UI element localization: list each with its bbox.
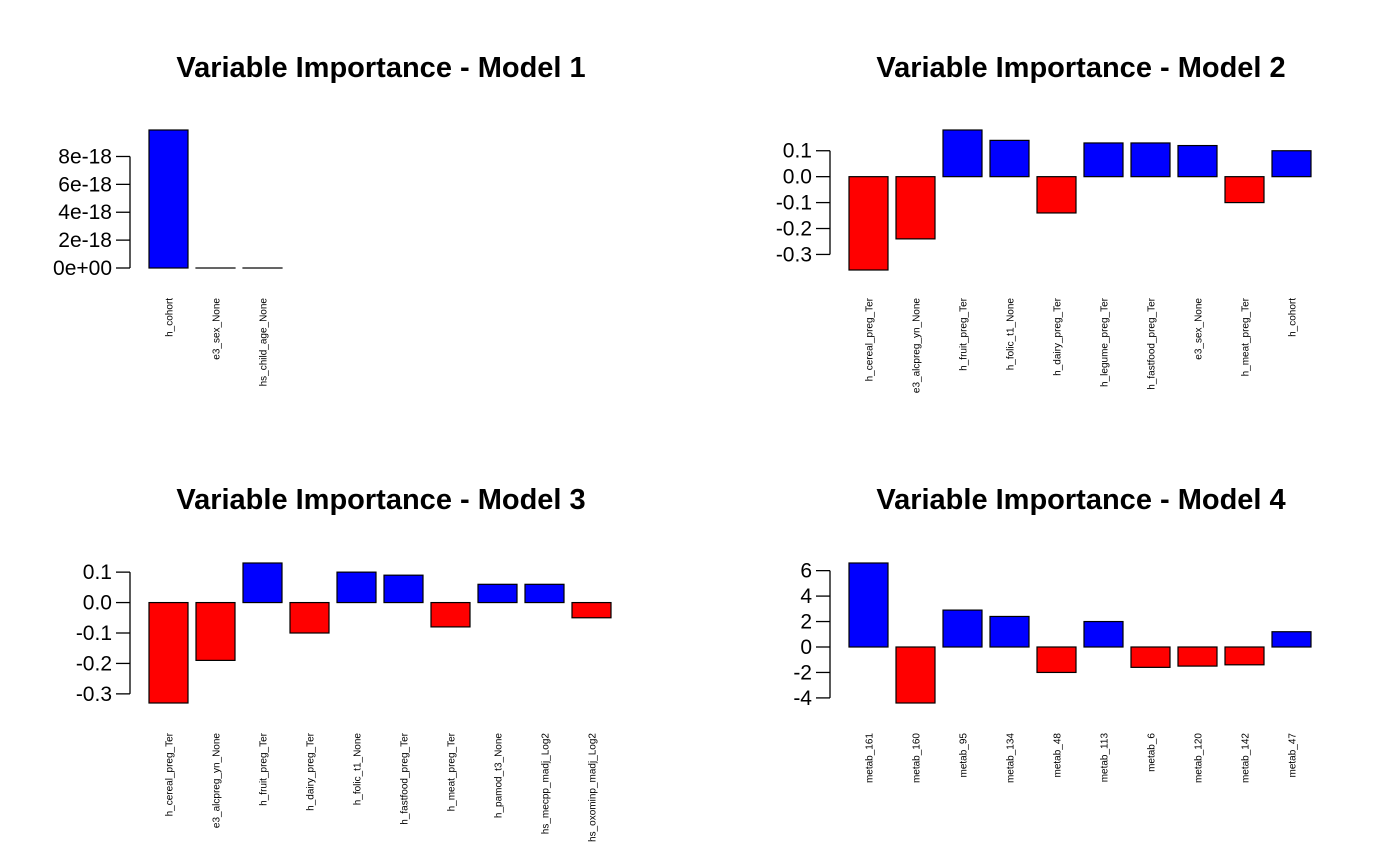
y-tick-label: 4 <box>800 585 812 608</box>
y-tick-label: 4e-18 <box>58 201 112 224</box>
category-label: h_dairy_preg_Ter <box>1053 297 1064 375</box>
category-label: metab_47 <box>1288 733 1299 778</box>
bar-h_cereal_preg_Ter <box>848 176 889 271</box>
bar-hs_mecpp_madj_Log2 <box>524 583 565 604</box>
bar-metab_48 <box>1036 646 1077 674</box>
y-tick-label: 0.0 <box>783 166 812 189</box>
bar-metab_160 <box>895 646 936 704</box>
bar-h_fastfood_preg_Ter <box>1130 142 1171 178</box>
category-label: metab_6 <box>1147 733 1158 772</box>
y-tick-label: 0.1 <box>783 140 812 163</box>
y-tick-label: 6e-18 <box>58 173 112 196</box>
category-label: h_fastfood_preg_Ter <box>400 732 411 824</box>
bar-h_dairy_preg_Ter <box>289 601 330 634</box>
y-tick-label: 0.1 <box>83 561 112 584</box>
category-label: h_cohort <box>1288 298 1299 337</box>
y-tick-label: 2e-18 <box>58 229 112 252</box>
bar-hs_oxominp_madj_Log2 <box>571 601 612 619</box>
bar-e3_alcpreg_yn_None <box>895 176 936 240</box>
chart-title: Variable Importance - Model 4 <box>876 484 1285 516</box>
bar-h_pamod_t3_None <box>477 583 518 604</box>
bar-e3_alcpreg_yn_None <box>195 601 236 661</box>
bar-metab_6 <box>1130 646 1171 668</box>
category-label: h_cereal_preg_Ter <box>165 732 176 816</box>
y-tick-label: -0.1 <box>76 622 112 645</box>
category-label: h_fastfood_preg_Ter <box>1147 297 1158 389</box>
bar-metab_134 <box>989 615 1030 648</box>
y-tick-label: 0 <box>800 636 812 659</box>
category-label: h_fruit_preg_Ter <box>259 732 270 805</box>
category-label: metab_120 <box>1194 733 1205 783</box>
category-label: h_cohort <box>165 298 176 337</box>
bar-metab_95 <box>942 609 983 648</box>
category-label: h_folic_t1_None <box>353 733 364 806</box>
y-axis: -0.3 -0.2 -0.1 0.0 0.1 <box>76 561 131 706</box>
category-label: metab_95 <box>959 733 970 778</box>
category-label: e3_alcpreg_yn_None <box>912 298 923 394</box>
bar-h_legume_preg_Ter <box>1083 142 1124 178</box>
y-tick-label: 0e+00 <box>53 257 112 280</box>
category-label: hs_oxominp_madj_Log2 <box>588 733 599 842</box>
category-label: metab_134 <box>1006 733 1017 783</box>
chart-panel-3: Variable Importance - Model 3-0.3-0.2-0.… <box>76 484 612 842</box>
y-tick-label: 8e-18 <box>58 145 112 168</box>
y-tick-label: -2 <box>793 661 812 684</box>
y-tick-label: 6 <box>800 560 812 583</box>
y-axis: -4 -202 46 <box>793 560 831 710</box>
y-axis: 0e+00 2e-18 4e-18 6e-18 8e-18 <box>53 145 131 280</box>
category-label: h_meat_preg_Ter <box>1241 297 1252 376</box>
category-label: h_cereal_preg_Ter <box>865 297 876 381</box>
bar-e3_sex_None <box>1177 144 1218 178</box>
bar-h_cereal_preg_Ter <box>148 601 189 704</box>
chart-title: Variable Importance - Model 2 <box>876 52 1285 84</box>
bar-h_folic_t1_None <box>336 571 377 604</box>
category-label: metab_161 <box>865 733 876 783</box>
bar-h_folic_t1_None <box>989 139 1030 178</box>
bar-metab_47 <box>1271 631 1312 648</box>
category-label: e3_sex_None <box>212 298 223 360</box>
bar-h_dairy_preg_Ter <box>1036 176 1077 214</box>
category-label: h_pamod_t3_None <box>494 733 505 819</box>
category-label: e3_sex_None <box>1194 298 1205 360</box>
bar-h_meat_preg_Ter <box>430 601 471 628</box>
category-label: hs_mecpp_madj_Log2 <box>541 733 552 835</box>
y-axis: -0.3-0.2 -0.1 0.0 0.1 <box>776 140 831 266</box>
bar-h_meat_preg_Ter <box>1224 176 1265 204</box>
bar-metab_161 <box>848 562 889 648</box>
category-label: h_folic_t1_None <box>1006 298 1017 371</box>
y-tick-label: -0.3 <box>776 243 812 266</box>
category-label: metab_48 <box>1053 733 1064 778</box>
bar-h_fruit_preg_Ter <box>242 562 283 604</box>
chart-title: Variable Importance - Model 3 <box>176 484 585 516</box>
chart-panel-1: Variable Importance - Model 1 0e+00 2e-18 4… <box>53 52 586 386</box>
bar-h_cohort <box>148 129 189 269</box>
y-tick-label: -0.1 <box>776 192 812 215</box>
chart-title: Variable Importance - Model 1 <box>176 52 585 84</box>
category-label: metab_142 <box>1241 733 1252 783</box>
y-tick-label: -0.3 <box>76 683 112 706</box>
category-label: metab_113 <box>1100 733 1111 783</box>
category-label: h_fruit_preg_Ter <box>959 297 970 370</box>
y-tick-label: -0.2 <box>776 218 812 241</box>
category-label: metab_160 <box>912 733 923 783</box>
category-label: h_dairy_preg_Ter <box>306 732 317 810</box>
category-label: hs_child_age_None <box>259 298 270 387</box>
y-tick-label: 0.0 <box>83 592 112 615</box>
bar-metab_120 <box>1177 646 1218 667</box>
category-label: e3_alcpreg_yn_None <box>212 733 223 829</box>
bar-h_fruit_preg_Ter <box>942 129 983 178</box>
bar-h_fastfood_preg_Ter <box>383 574 424 604</box>
chart-panel-2: Variable Importance - Model 2-0.3-0.2-0.… <box>776 52 1312 394</box>
bar-h_cohort <box>1271 150 1312 178</box>
bar-metab_113 <box>1083 620 1124 648</box>
category-label: h_meat_preg_Ter <box>447 732 458 811</box>
y-tick-label: 2 <box>800 611 812 634</box>
y-tick-label: -4 <box>793 687 812 710</box>
y-tick-label: -0.2 <box>76 652 112 675</box>
bar-metab_142 <box>1224 646 1265 666</box>
chart-panel-4: Variable Importance - Model 4 -4 -202 46 met… <box>793 484 1312 783</box>
category-label: h_legume_preg_Ter <box>1100 297 1111 387</box>
